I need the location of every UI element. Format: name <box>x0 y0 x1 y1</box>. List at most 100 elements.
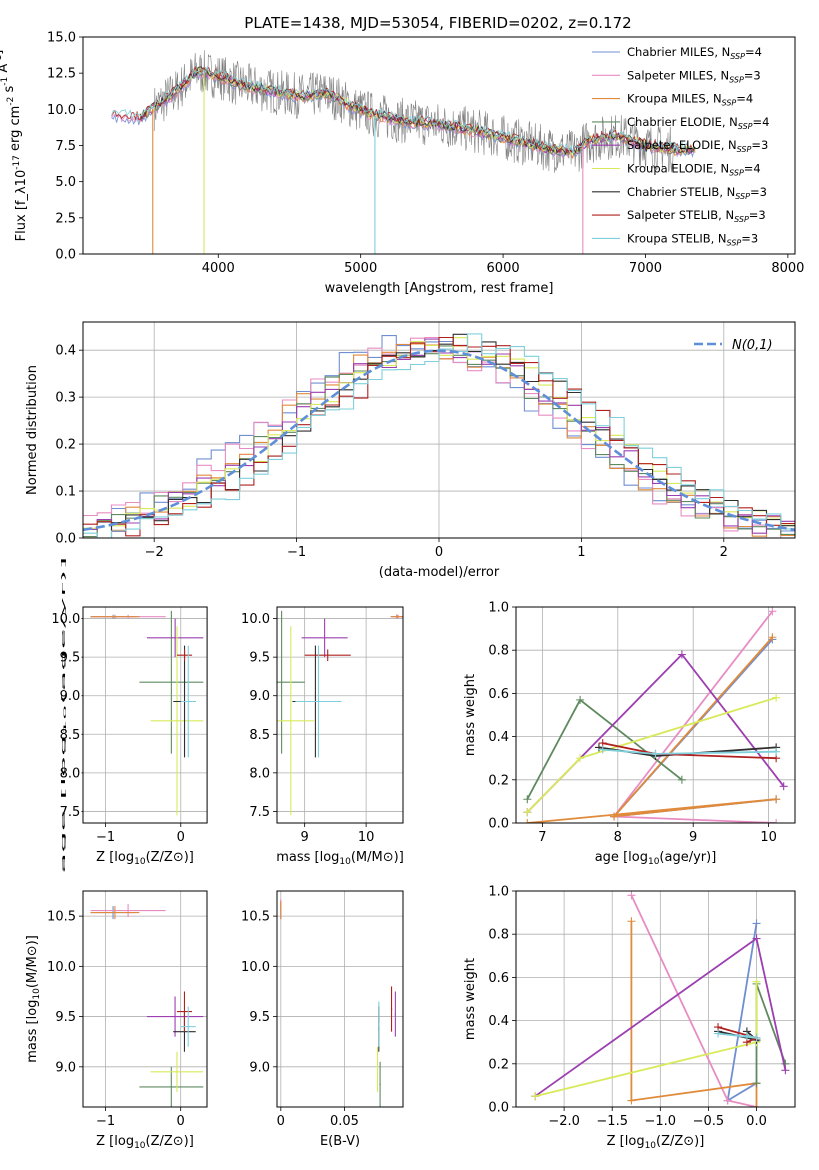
model-spectrum-line-9 <box>111 65 695 155</box>
y-tick-label: 0.1 <box>55 485 76 500</box>
weight-marker-9 <box>742 1031 751 1040</box>
weight-marker-3 <box>752 1103 761 1107</box>
y-tick-label: 0.8 <box>488 644 509 659</box>
mass-vs-ebv-panel: 0 0.05 9.0 9.5 10.0 10.5 E(B-V) <box>241 890 404 1149</box>
plot-frame <box>515 606 796 824</box>
x-axis-label: age [log10(age/yr)] <box>595 850 717 867</box>
gaussian-legend-label: N(0,1) <box>732 338 773 353</box>
x-tick-label: −1 <box>96 830 115 845</box>
x-tick-label: −2.0 <box>548 1114 580 1129</box>
legend-entry-label: Salpeter ELODIE, NSSP=3 <box>627 138 768 154</box>
y-tick-label: 7.5 <box>249 805 270 820</box>
x-tick-label: −2 <box>145 545 164 560</box>
y-tick-label: 0.3 <box>55 391 76 406</box>
weight-marker-5 <box>781 1066 790 1075</box>
x-tick-label: 0.0 <box>746 1114 767 1129</box>
plot-frame <box>82 36 796 255</box>
x-tick-label: 8000 <box>771 261 804 276</box>
gaussian-reference-curve <box>83 349 795 532</box>
x-tick-label: 7000 <box>629 261 662 276</box>
weight-line-8 <box>602 742 777 760</box>
weight-marker-2 <box>768 607 777 616</box>
weight-marker-6 <box>523 808 532 817</box>
plot-area <box>83 333 795 538</box>
weight-marker-6 <box>531 1092 540 1101</box>
y-tick-label: 7.5 <box>60 805 81 820</box>
x-tick-label: 9 <box>689 830 697 845</box>
x-tick-label: −1 <box>287 545 306 560</box>
y-tick-label: 0.6 <box>488 971 509 986</box>
x-tick-label: 7 <box>538 830 546 845</box>
y-tick-label: 10.0 <box>51 612 80 627</box>
y-axis-label: mass weight <box>463 958 478 1040</box>
weight-marker-3 <box>772 795 781 804</box>
weight-line-6 <box>534 981 758 1098</box>
age-vs-mass-panel: 9 10 7.5 8.0 8.5 9.0 9.5 10.0 mass [log10(M/M⊙)] <box>241 606 404 867</box>
weight-marker-3 <box>768 633 777 642</box>
weight-marker-6 <box>752 977 761 986</box>
x-tick-label: 9 <box>301 830 309 845</box>
weight-line-2 <box>612 610 777 823</box>
y-tick-label: 0.4 <box>488 1014 509 1029</box>
weight-marker-5 <box>779 782 788 791</box>
weight-line-2 <box>630 894 757 1107</box>
legend-entry-label: Chabrier MILES, NSSP=4 <box>627 45 762 61</box>
y-tick-label: 0.0 <box>488 1101 509 1116</box>
y-tick-label: 0.6 <box>488 687 509 702</box>
y-tick-label: 10.0 <box>47 960 76 975</box>
plot-frame <box>82 890 208 1108</box>
x-tick-label: 6000 <box>487 261 520 276</box>
plot-area <box>111 50 696 254</box>
y-axis-label: Flux [f_λ10-17 erg cm-2 s-1 A-1] <box>0 50 29 242</box>
y-axis-label: Normed distribution <box>25 365 40 495</box>
y-tick-label: 0.4 <box>55 344 76 359</box>
residual-histogram-panel: −2 −1 0 1 2 0.0 0.1 0.2 0.3 0.4 (data-model)/error… <box>25 321 796 580</box>
figure-title: PLATE=1438, MJD=53054, FIBERID=0202, z=0… <box>244 14 631 32</box>
x-tick-label: 0.05 <box>330 1114 359 1129</box>
x-tick-label: 0 <box>435 545 443 560</box>
y-tick-label: 0.2 <box>488 1057 509 1072</box>
weight-marker-7 <box>594 743 603 752</box>
weight-marker-2 <box>772 819 781 823</box>
plot-frame <box>82 321 796 539</box>
plot-frame <box>276 890 404 1108</box>
spectrum-legend: Chabrier MILES, NSSP=4 Salpeter MILES, NS… <box>592 45 769 247</box>
x-tick-label: 0 <box>277 1114 285 1129</box>
legend-entry-label: Chabrier ELODIE, NSSP=4 <box>627 115 769 131</box>
legend-entry-label: Kroupa STELIB, NSSP=3 <box>627 231 758 247</box>
x-tick-label: 0 <box>177 830 185 845</box>
x-axis-label: Z [log10(Z/Z⊙)] <box>96 850 194 867</box>
histogram-step-8 <box>83 336 795 537</box>
y-tick-label: 7.5 <box>55 139 76 154</box>
y-tick-label: 8.5 <box>249 728 270 743</box>
plot-area <box>277 610 403 816</box>
y-tick-label: 0.8 <box>488 928 509 943</box>
x-tick-label: 8 <box>614 830 622 845</box>
weight-marker-5 <box>677 650 686 659</box>
weight-line-3 <box>527 636 777 823</box>
weight-marker-4 <box>576 695 585 704</box>
y-axis-label: mass [log10(M/M⊙)] <box>25 935 42 1063</box>
y-tick-label: 10.0 <box>47 103 76 118</box>
x-axis-label: wavelength [Angstrom, rest frame] <box>325 281 554 296</box>
x-tick-label: 2 <box>720 545 728 560</box>
y-tick-label: 15.0 <box>47 31 76 46</box>
legend-entry-label: Chabrier STELIB, NSSP=3 <box>627 185 767 201</box>
y-tick-label: 0.4 <box>488 730 509 745</box>
y-axis-label: age [log10(age/yr)] <box>60 556 67 873</box>
plot-area <box>531 891 790 1107</box>
weight-marker-9 <box>772 747 781 756</box>
y-tick-label: 0.2 <box>488 773 509 788</box>
y-tick-label: 10.5 <box>47 910 76 925</box>
x-tick-label: 4000 <box>202 261 235 276</box>
weight-marker-4 <box>677 775 686 784</box>
weight-marker-5 <box>752 934 761 943</box>
weight-marker-2 <box>723 1096 732 1105</box>
weight-marker-9 <box>752 1033 761 1042</box>
x-axis-label: E(B-V) <box>320 1134 360 1149</box>
y-tick-label: 9.0 <box>249 689 270 704</box>
legend-entry-label: Salpeter STELIB, NSSP=3 <box>627 208 766 224</box>
observed-spectrum-line <box>153 50 674 173</box>
weight-line-1 <box>726 923 758 1103</box>
